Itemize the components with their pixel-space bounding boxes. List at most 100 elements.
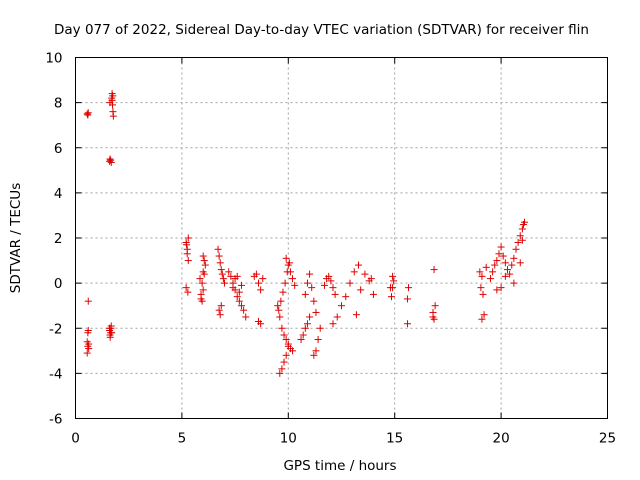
data-point [199,252,207,260]
data-point [493,257,501,265]
data-point [306,313,314,321]
data-point [503,266,511,274]
data-point [506,270,514,278]
data-point [476,268,484,276]
data-point [242,313,250,321]
data-point [501,259,509,267]
y-tick-label: 6 [54,141,63,157]
data-point [109,92,117,100]
data-point [516,259,524,267]
data-point [83,110,91,118]
data-point [357,286,365,294]
y-axis-label: SDTVAR / TECUs [8,183,24,293]
data-point [108,96,116,104]
data-point [280,358,288,366]
data-point [493,286,501,294]
data-point [276,369,284,377]
data-point [489,268,497,276]
data-point [516,232,524,240]
data-point [518,236,526,244]
data-point [278,365,286,373]
data-point [303,279,311,287]
data-point [237,302,245,310]
data-point [279,288,287,296]
data-point [301,290,309,298]
data-point [184,257,192,265]
data-point [430,266,438,274]
data-point [84,109,92,117]
data-point [303,320,311,328]
data-point [200,257,208,265]
data-point [220,279,228,287]
data-point [369,290,377,298]
data-point [405,284,413,292]
y-tick-label: -6 [49,412,62,428]
data-point [512,245,520,253]
data-point [85,340,93,348]
data-point [198,279,206,287]
data-point [235,297,243,305]
data-point [367,275,375,283]
data-point [486,275,494,283]
data-point [218,270,226,278]
y-tick-label: 10 [45,51,62,67]
data-point [183,250,191,258]
data-point [237,281,245,289]
data-point [501,272,509,280]
data-point [219,275,227,283]
data-point [215,252,223,260]
data-point [478,272,486,280]
data-point [497,243,505,251]
data-point [495,250,503,258]
data-point [229,284,237,292]
data-point [217,266,225,274]
data-point [312,308,320,316]
data-point [316,324,324,332]
data-point [499,252,507,260]
data-point [310,351,318,359]
y-tick-labels: -6 -4 -2 0 2 4 6 8 10 [45,51,62,428]
data-point [518,225,526,233]
data-point [333,313,341,321]
data-point [282,351,290,359]
data-point [482,263,490,271]
data-point [301,324,309,332]
data-point [84,297,92,305]
x-tick-labels: 0 5 10 15 20 25 [71,431,616,447]
data-point [276,313,284,321]
data-point [320,281,328,289]
data-point [235,288,243,296]
data-point [497,284,505,292]
data-point [216,259,224,267]
data-points [83,90,529,377]
data-point [291,281,299,289]
data-point [477,284,485,292]
data-point [277,297,285,305]
data-point [342,293,350,301]
data-point [329,320,337,328]
data-point [278,324,286,332]
y-tick-label: -4 [49,366,62,382]
y-tick-label: 2 [54,231,63,247]
data-point [108,329,116,337]
chart-title: Day 077 of 2022, Sidereal Day-to-day VTE… [54,22,589,38]
data-point [106,333,114,341]
data-point [403,320,411,328]
data-point [325,272,333,280]
data-point [227,272,235,280]
data-point [286,268,294,276]
data-point [388,293,396,301]
data-point [429,308,437,316]
data-point [106,155,114,163]
data-point [257,320,265,328]
data-point [389,272,397,280]
data-point [327,277,335,285]
data-point [514,239,522,247]
data-point [480,311,488,319]
data-point [361,270,369,278]
axis-ticks [75,57,608,419]
data-point [275,306,283,314]
data-point [352,311,360,319]
data-point [308,284,316,292]
